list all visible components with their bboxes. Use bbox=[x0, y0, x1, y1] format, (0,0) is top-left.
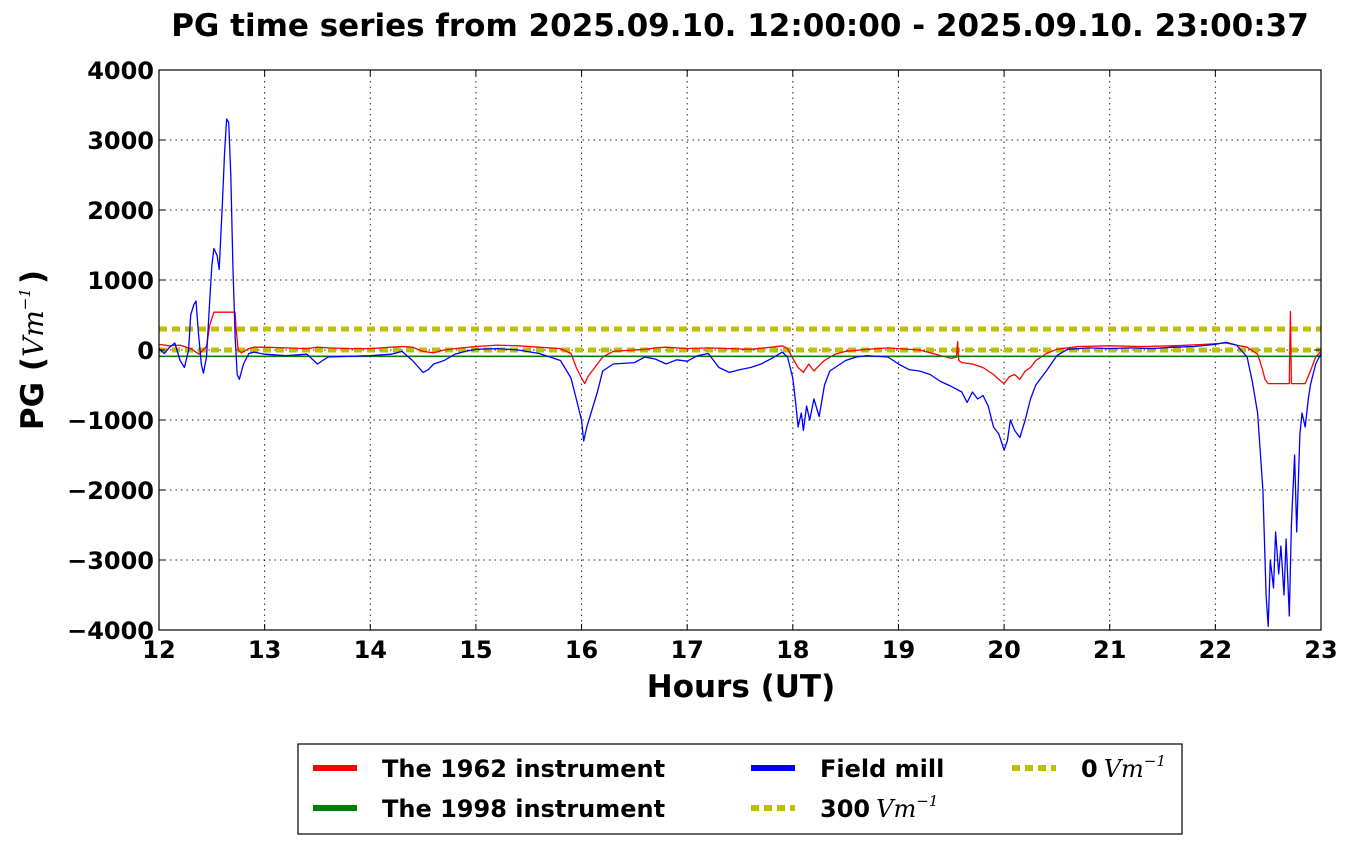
svg-text:PG (Vm−1): PG (Vm−1) bbox=[15, 270, 51, 430]
y-tick-label: −4000 bbox=[67, 617, 154, 645]
legend-entry-0: 0 Vm−1 bbox=[1012, 752, 1166, 783]
legend-label-0: 0 Vm−1 bbox=[1081, 752, 1166, 783]
x-tick-label: 12 bbox=[142, 636, 175, 664]
series-1962-instrument-line bbox=[158, 310, 1322, 385]
legend-label-1998: The 1998 instrument bbox=[382, 795, 665, 823]
y-tick-label: 0 bbox=[137, 337, 154, 365]
x-tick-label: 18 bbox=[776, 636, 809, 664]
y-tick-label: −2000 bbox=[67, 477, 154, 505]
x-tick-label: 23 bbox=[1304, 636, 1337, 664]
x-tick-label: 15 bbox=[459, 636, 492, 664]
series-field-mill-line bbox=[158, 118, 1322, 628]
legend-label-field-mill: Field mill bbox=[820, 755, 944, 783]
y-tick-label: 3000 bbox=[87, 127, 154, 155]
x-tick-label: 20 bbox=[987, 636, 1020, 664]
x-tick-label: 19 bbox=[882, 636, 915, 664]
x-tick-label: 17 bbox=[670, 636, 703, 664]
x-axis-label: Hours (UT) bbox=[647, 669, 836, 705]
legend-entry-field-mill: Field mill bbox=[751, 755, 944, 783]
y-tick-label: −3000 bbox=[67, 547, 154, 575]
legend-entry-1998: The 1998 instrument bbox=[313, 795, 665, 823]
y-axis-label: PG (Vm−1) bbox=[15, 270, 51, 430]
y-tick-label: 2000 bbox=[87, 197, 154, 225]
legend-label-1962: The 1962 instrument bbox=[382, 755, 665, 783]
series-lines bbox=[158, 118, 1322, 628]
legend-box bbox=[297, 743, 1183, 835]
legend-label-300: 300 Vm−1 bbox=[820, 792, 938, 823]
axis-ticks: 12 13 14 15 16 17 18 19 20 21 22 23 4000 3000 2000 1000… bbox=[67, 57, 1338, 664]
x-tick-label: 22 bbox=[1199, 636, 1232, 664]
legend-entry-300: 300 Vm−1 bbox=[751, 792, 938, 823]
y-tick-label: 1000 bbox=[87, 267, 154, 295]
x-tick-label: 16 bbox=[565, 636, 598, 664]
x-tick-label: 14 bbox=[354, 636, 387, 664]
legend-entry-1962: The 1962 instrument bbox=[313, 755, 665, 783]
x-tick-label: 13 bbox=[248, 636, 281, 664]
y-tick-label: −1000 bbox=[67, 407, 154, 435]
x-tick-label: 21 bbox=[1093, 636, 1126, 664]
chart-title: PG time series from 2025.09.10. 12:00:00… bbox=[171, 8, 1309, 44]
y-tick-label: 4000 bbox=[87, 57, 154, 85]
legend: The 1962 instrument The 1998 instrument … bbox=[297, 743, 1183, 835]
